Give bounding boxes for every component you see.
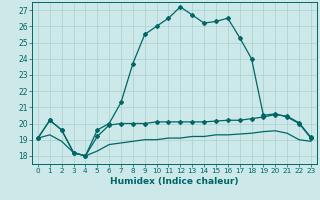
X-axis label: Humidex (Indice chaleur): Humidex (Indice chaleur) bbox=[110, 177, 239, 186]
